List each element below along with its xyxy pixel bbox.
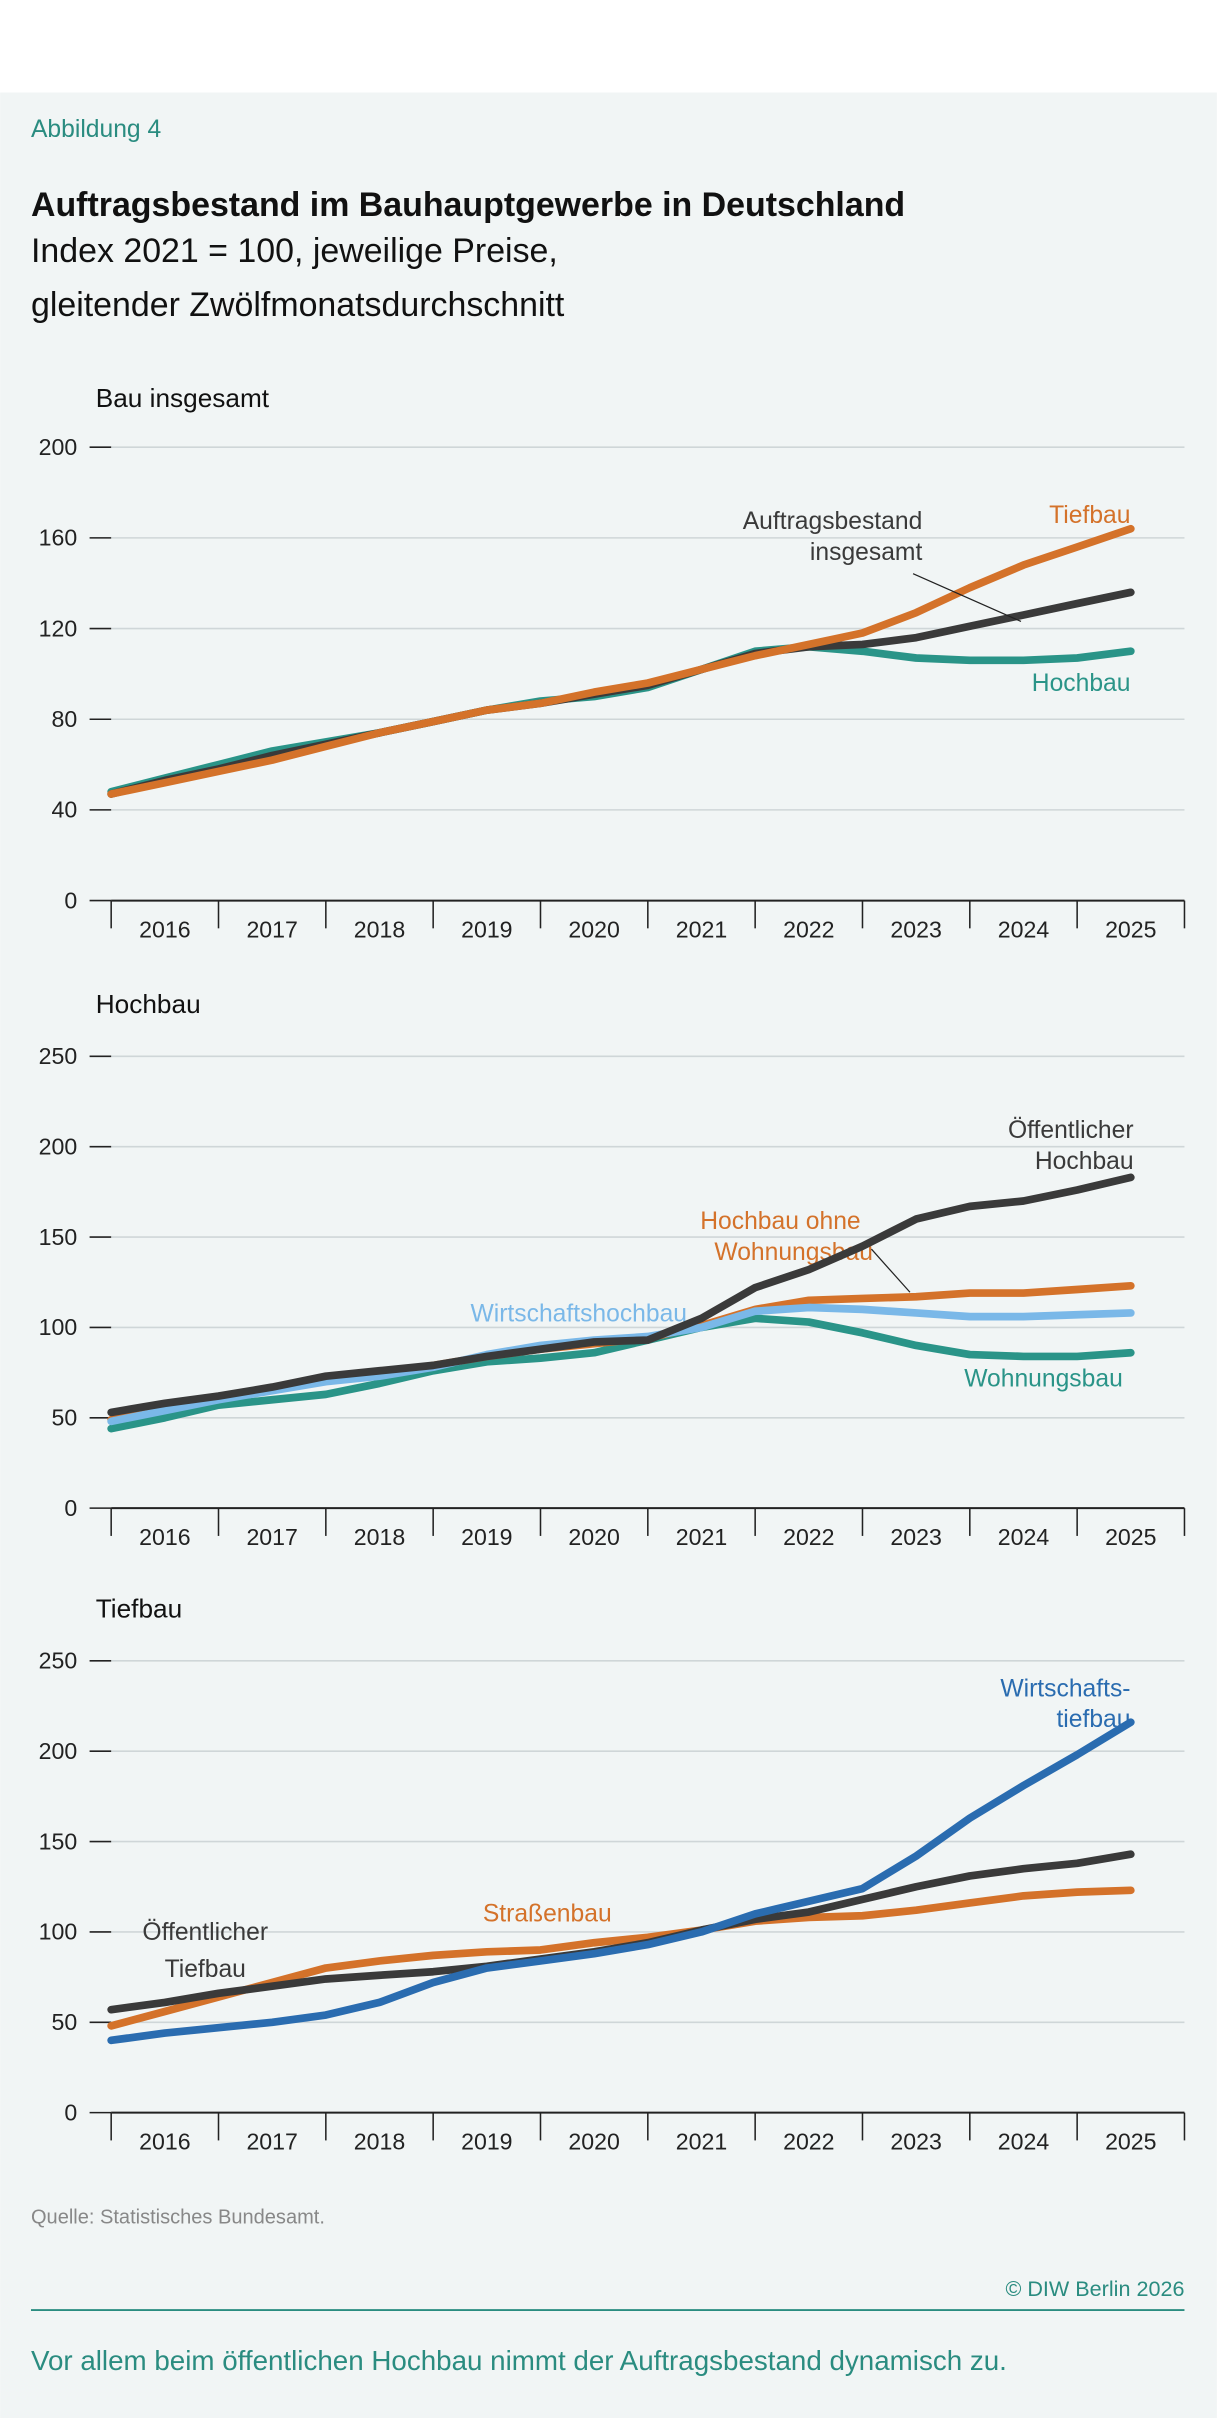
y-tick-label: 100: [39, 1314, 78, 1340]
series-label: Auftragsbestand: [743, 508, 923, 535]
y-tick-label: 0: [64, 2099, 77, 2125]
x-tick-label: 2016: [139, 2129, 190, 2155]
label-leader-line: [912, 573, 1022, 623]
caption: Vor allem beim öffentlichen Hochbau nimm…: [31, 2345, 1007, 2376]
series-label: Tiefbau: [165, 1956, 246, 1983]
x-tick-label: 2025: [1105, 1524, 1156, 1550]
x-tick-label: 2022: [783, 917, 834, 943]
series-line-straßenbau: [107, 1886, 1135, 2030]
chart-1: Bau insgesamt 0 40 80 120 160 200 2016 2017 2018 2…: [39, 383, 1186, 943]
y-tick-label: 200: [39, 434, 78, 460]
x-tick-label: 2017: [246, 1524, 297, 1550]
copyright: © DIW Berlin 2026: [1005, 2276, 1184, 2301]
y-tick-label: 0: [64, 1495, 77, 1521]
y-tick-label: 250: [39, 1043, 78, 1069]
x-tick-label: 2024: [998, 1524, 1050, 1550]
x-tick-label: 2021: [676, 1524, 727, 1550]
x-tick-label: 2021: [676, 2129, 727, 2155]
x-tick-label: 2020: [568, 2129, 619, 2155]
x-tick-label: 2020: [568, 1524, 619, 1550]
figure-background: [0, 92, 1217, 2418]
x-tick-label: 2018: [354, 1524, 405, 1550]
figure-subtitle-line-1: Index 2021 = 100, jeweilige Preise,: [31, 232, 558, 270]
series-label: Wohnungsbau: [964, 1365, 1123, 1392]
figure-title: Auftragsbestand im Bauhauptgewerbe in De…: [31, 186, 905, 224]
label-leader-line: [870, 1248, 911, 1293]
series-label: Hochbau ohne: [700, 1208, 860, 1235]
x-tick-label: 2022: [783, 2129, 834, 2155]
y-tick-label: 160: [39, 525, 78, 551]
series-label: Öffentlicher: [142, 1919, 268, 1946]
x-tick-label: 2018: [354, 917, 405, 943]
y-tick-label: 120: [39, 615, 78, 641]
series-line-öffentlicher-hochbau: [107, 1173, 1135, 1417]
series-line-tiefbau: [107, 524, 1135, 798]
y-tick-label: 150: [39, 1224, 78, 1250]
x-tick-label: 2016: [139, 917, 190, 943]
y-tick-label: 200: [39, 1738, 78, 1764]
series-label: Straßenbau: [483, 1900, 612, 1927]
x-tick-label: 2017: [246, 2129, 297, 2155]
x-tick-label: 2024: [998, 2129, 1050, 2155]
x-tick-label: 2017: [246, 917, 297, 943]
chart-2: Hochbau 0 50 100 150 200 250 2016 2017 2018 2019 20…: [39, 989, 1186, 1550]
x-tick-label: 2025: [1105, 2129, 1156, 2155]
series-line-wohnungsbau: [107, 1314, 1135, 1433]
chart-3: Tiefbau 0 50 100 150 200 250 2016 2017 2018 2019 20…: [39, 1594, 1186, 2155]
y-tick-label: 150: [39, 1828, 78, 1854]
x-tick-label: 2021: [676, 917, 727, 943]
source-note: Quelle: Statistisches Bundesamt.: [31, 2207, 325, 2229]
x-tick-label: 2024: [998, 917, 1050, 943]
y-tick-label: 50: [52, 2009, 78, 2035]
chart-title: Tiefbau: [96, 1594, 182, 1624]
series-line-wirtschaftstiefbau: [107, 1718, 1135, 2045]
y-tick-label: 80: [52, 706, 78, 732]
x-tick-label: 2023: [890, 2129, 941, 2155]
series-label: tiefbau: [1056, 1706, 1130, 1733]
x-tick-label: 2020: [568, 917, 619, 943]
series-label: Hochbau: [1032, 670, 1131, 697]
y-tick-label: 100: [39, 1919, 78, 1945]
y-tick-label: 200: [39, 1133, 78, 1159]
y-tick-label: 40: [52, 797, 78, 823]
y-tick-label: 0: [64, 887, 77, 913]
series-label: Wirtschafts-: [1000, 1675, 1130, 1702]
x-tick-label: 2019: [461, 1524, 512, 1550]
y-tick-label: 250: [39, 1648, 78, 1674]
x-tick-label: 2023: [890, 1524, 941, 1550]
x-tick-label: 2019: [461, 917, 512, 943]
figure-label: Abbildung 4: [31, 116, 161, 143]
x-tick-label: 2019: [461, 2129, 512, 2155]
figure-subtitle-line-2: gleitender Zwölfmonatsdurchschnitt: [31, 286, 565, 324]
x-tick-label: 2016: [139, 1524, 190, 1550]
chart-title: Hochbau: [96, 989, 201, 1019]
series-label: insgesamt: [810, 539, 923, 566]
series-label: Hochbau: [1035, 1148, 1134, 1175]
x-tick-label: 2018: [354, 2129, 405, 2155]
chart-title: Bau insgesamt: [96, 383, 270, 413]
series-label: Tiefbau: [1049, 502, 1130, 529]
x-tick-label: 2022: [783, 1524, 834, 1550]
series-label: Öffentlicher: [1008, 1117, 1134, 1144]
series-label: Wirtschaftshochbau: [470, 1301, 687, 1328]
x-tick-label: 2023: [890, 917, 941, 943]
y-tick-label: 50: [52, 1405, 78, 1431]
x-tick-label: 2025: [1105, 917, 1156, 943]
